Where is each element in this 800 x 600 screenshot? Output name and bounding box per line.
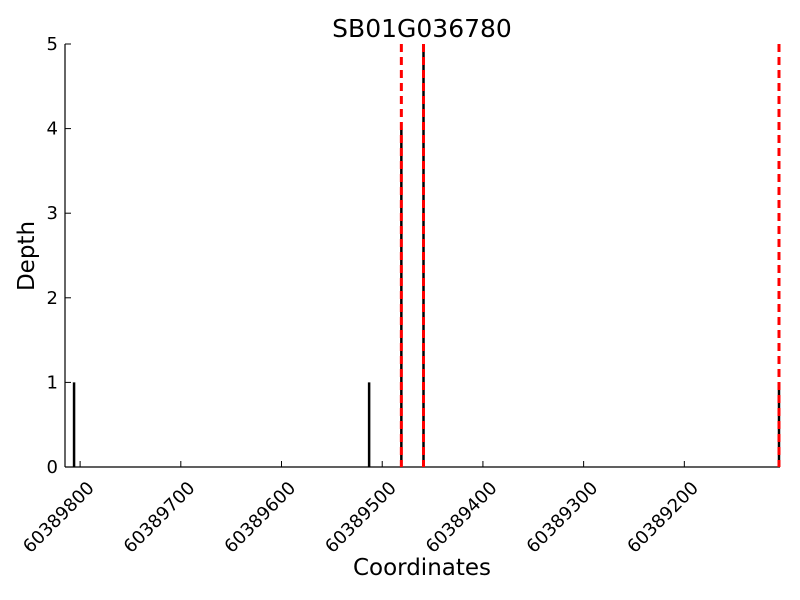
x-tick-label: 60389400 [422,478,502,558]
x-tick-label: 60389700 [120,478,200,558]
x-tick-label: 60389600 [220,478,300,558]
y-tick-label: 5 [47,34,58,55]
y-tick-label: 1 [47,372,58,393]
y-tick-label: 2 [47,288,58,309]
y-tick-label: 4 [47,119,58,140]
y-axis-label: Depth [14,221,40,291]
x-axis-label: Coordinates [353,555,491,581]
chart-title: SB01G036780 [332,14,512,43]
y-tick-label: 0 [47,457,58,478]
x-tick-label: 60389500 [321,478,401,558]
x-tick-label: 60389800 [19,478,99,558]
x-tick-label: 60389200 [623,478,703,558]
x-tick-label: 60389300 [523,478,603,558]
plot-area: 0 1 2 3 4 5 60389800 60389700 60389600 60389500 60… [19,34,781,558]
y-tick-label: 3 [47,203,58,224]
